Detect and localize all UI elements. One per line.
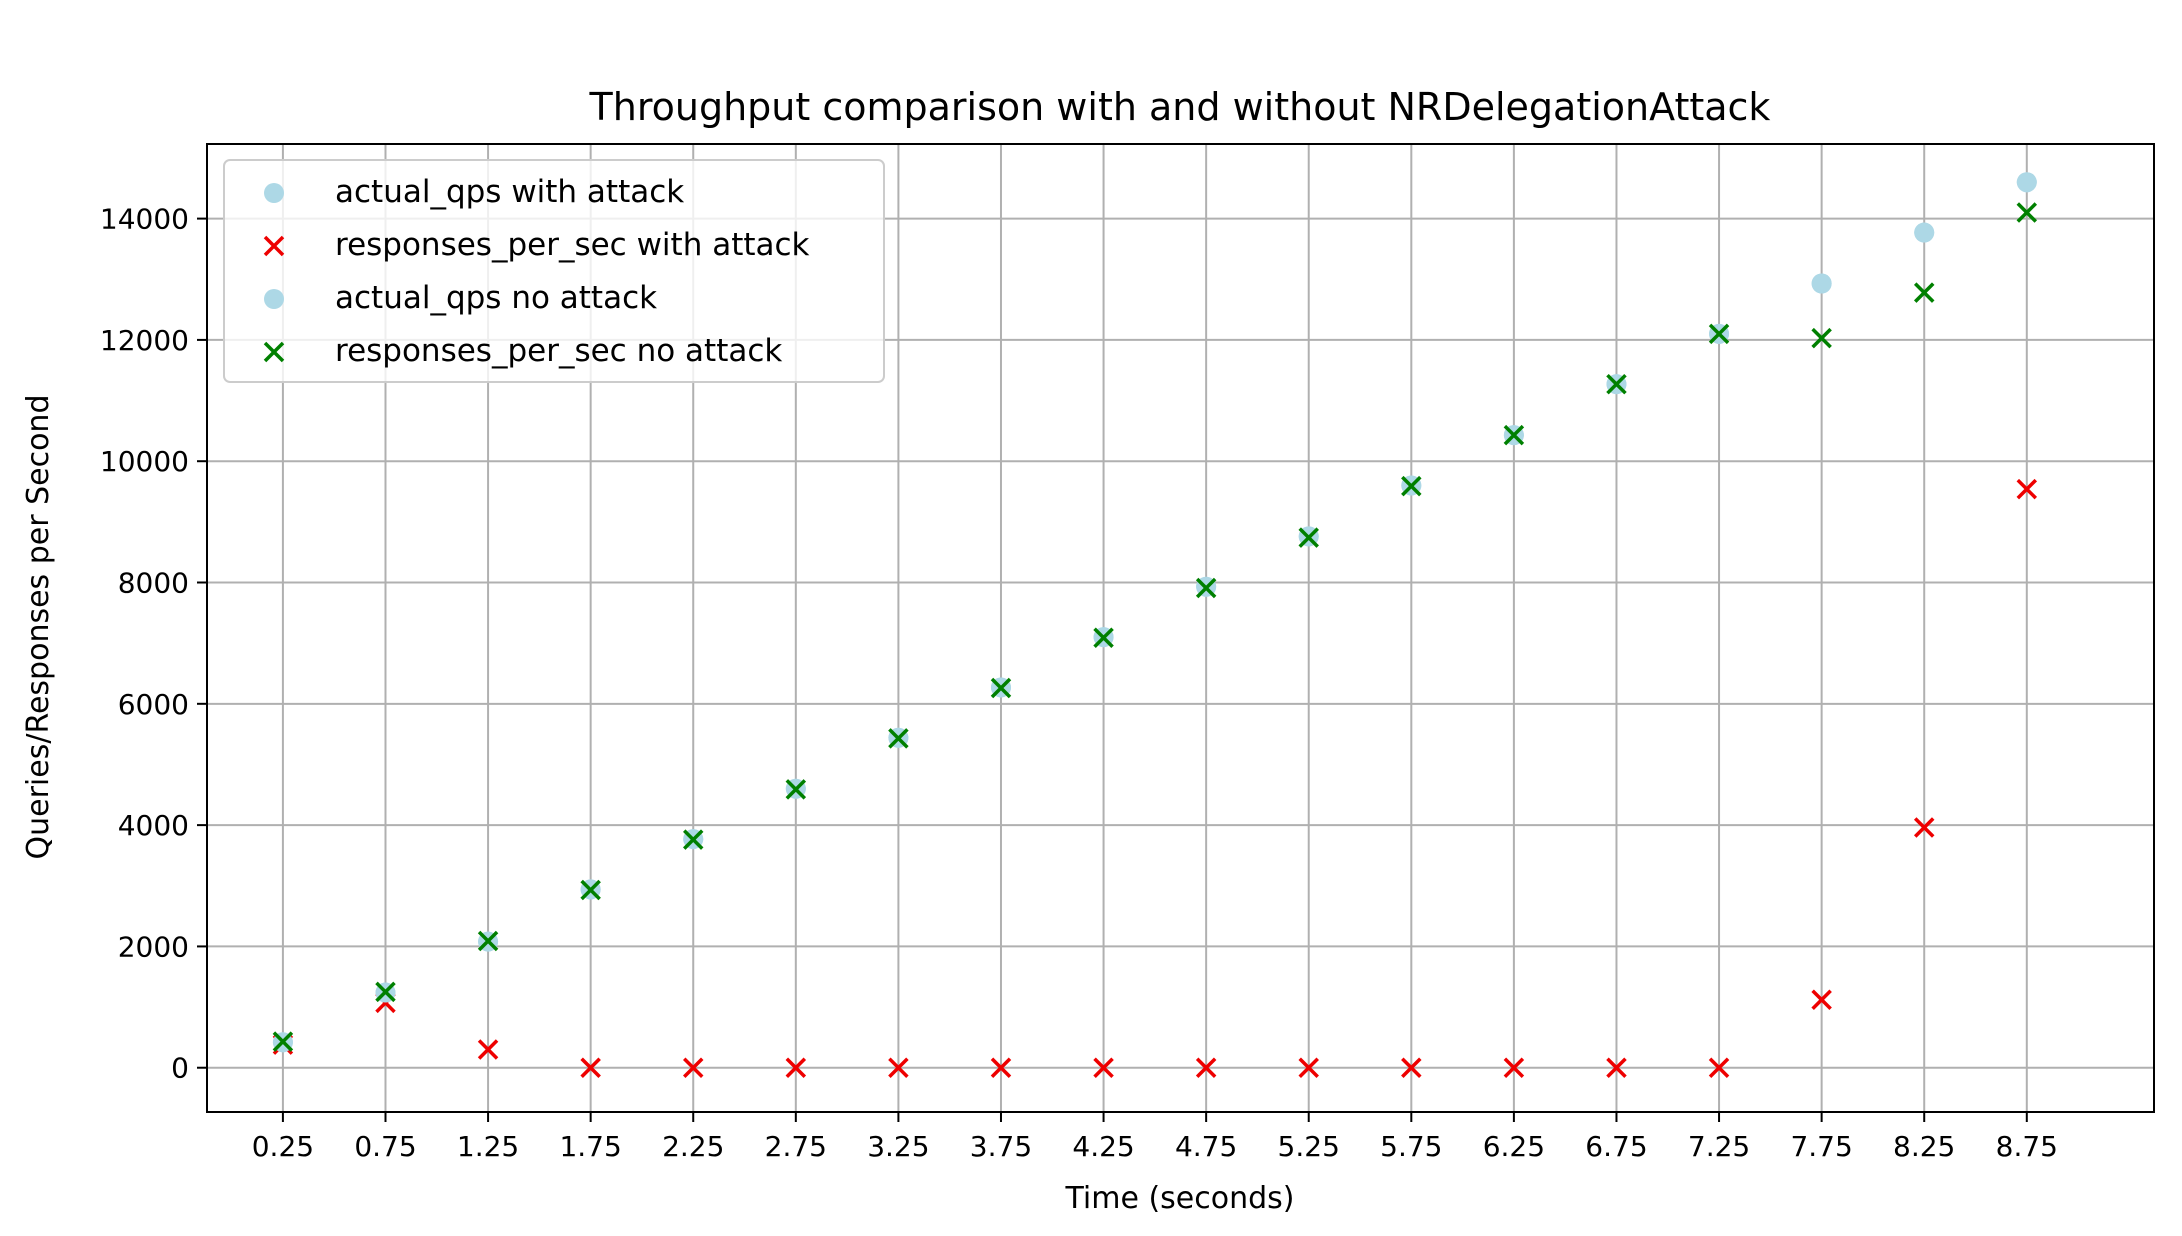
data-point xyxy=(888,1057,909,1078)
data-point xyxy=(888,728,909,749)
legend-item: actual_qps no attack xyxy=(264,280,657,316)
y-tick-label: 8000 xyxy=(118,567,189,600)
legend-label: actual_qps no attack xyxy=(335,280,657,316)
data-point xyxy=(1913,817,1935,838)
x-tick-label: 0.75 xyxy=(354,1130,416,1163)
y-tick-label: 10000 xyxy=(100,445,189,478)
data-point xyxy=(1708,1057,1730,1078)
data-point xyxy=(1093,1057,1114,1078)
data-point xyxy=(1708,323,1730,345)
x-tick-label: 5.75 xyxy=(1380,1130,1442,1163)
legend-label: responses_per_sec with attack xyxy=(335,227,810,263)
x-tick-label: 5.25 xyxy=(1278,1130,1340,1163)
x-tick-label: 3.25 xyxy=(867,1130,929,1163)
x-tick-label: 7.25 xyxy=(1688,1130,1750,1163)
legend-box xyxy=(223,159,885,383)
x-tick-label: 4.25 xyxy=(1072,1130,1134,1163)
data-point xyxy=(477,1039,499,1060)
x-tick-label: 1.25 xyxy=(457,1130,519,1163)
data-point xyxy=(375,981,396,1003)
data-point xyxy=(990,677,1012,699)
data-point xyxy=(2016,202,2038,223)
data-point xyxy=(1606,373,1627,395)
x-tick-label: 6.25 xyxy=(1483,1130,1545,1163)
legend-marker xyxy=(264,183,284,203)
legend-item: actual_qps with attack xyxy=(264,174,684,210)
data-point xyxy=(1914,222,1935,243)
x-axis: 0.25 0.75 1.25 1.75 2.25 2.75 3.25 3.75 4.25 4.75… xyxy=(252,1112,2058,1163)
legend-label: actual_qps with attack xyxy=(335,174,684,210)
data-point xyxy=(477,930,499,952)
y-tick-label: 12000 xyxy=(100,324,189,357)
data-point xyxy=(1913,282,1935,303)
x-tick-label: 6.75 xyxy=(1585,1130,1647,1163)
data-point xyxy=(1503,424,1525,446)
data-point xyxy=(272,1031,294,1052)
legend-marker xyxy=(263,341,285,363)
data-point xyxy=(2016,172,2037,193)
series-2 xyxy=(272,478,2038,1078)
data-point xyxy=(682,829,704,850)
data-point xyxy=(990,1057,1012,1078)
plot-frame xyxy=(206,143,2155,1113)
data-point xyxy=(1093,627,1114,648)
x-tick-label: 2.75 xyxy=(765,1130,827,1163)
x-tick-label: 1.75 xyxy=(559,1130,621,1163)
y-tick-label: 6000 xyxy=(118,688,189,721)
data-point xyxy=(785,1057,807,1078)
series-4 xyxy=(272,202,2038,1052)
x-axis-label: Time (seconds) xyxy=(1065,1181,1295,1216)
data-point xyxy=(580,1057,601,1078)
x-tick-label: 2.25 xyxy=(662,1130,724,1163)
data-point xyxy=(1401,1057,1422,1078)
x-tick-label: 7.75 xyxy=(1790,1130,1852,1163)
data-point xyxy=(1606,1057,1627,1078)
data-point xyxy=(2016,478,2038,500)
chart-title: Throughput comparison with and without N… xyxy=(589,85,1771,129)
data-point xyxy=(1811,989,1832,1011)
x-tick-label: 3.75 xyxy=(970,1130,1032,1163)
data-point xyxy=(1811,327,1832,349)
x-tick-label: 8.25 xyxy=(1893,1130,1955,1163)
y-axis: 0 2000 4000 6000 8000 10000 12000 14000 xyxy=(100,203,207,1085)
legend-label: responses_per_sec no attack xyxy=(335,333,782,369)
legend-item: responses_per_sec no attack xyxy=(263,333,782,369)
y-tick-label: 14000 xyxy=(100,203,189,236)
y-axis-label: Queries/Responses per Second xyxy=(21,395,56,860)
data-marks xyxy=(272,172,2038,1078)
legend-item: responses_per_sec with attack xyxy=(263,227,810,263)
data-point xyxy=(1195,1057,1217,1078)
data-point xyxy=(682,1057,704,1078)
legend-marker xyxy=(263,235,285,257)
data-point xyxy=(580,879,601,901)
data-point xyxy=(1298,527,1319,548)
x-tick-label: 4.75 xyxy=(1175,1130,1237,1163)
y-tick-label: 0 xyxy=(171,1052,189,1085)
data-point xyxy=(785,779,807,800)
legend-marker xyxy=(264,289,284,309)
legend: actual_qps with attack responses_per_sec … xyxy=(223,159,885,383)
x-tick-label: 0.25 xyxy=(252,1130,314,1163)
data-point xyxy=(1298,1057,1319,1078)
data-point xyxy=(1401,475,1422,497)
data-point xyxy=(1195,577,1217,599)
data-point xyxy=(1811,273,1832,294)
y-tick-label: 4000 xyxy=(118,809,189,842)
y-tick-label: 2000 xyxy=(118,930,189,963)
data-point xyxy=(1503,1057,1525,1078)
x-tick-label: 8.75 xyxy=(1996,1130,2058,1163)
